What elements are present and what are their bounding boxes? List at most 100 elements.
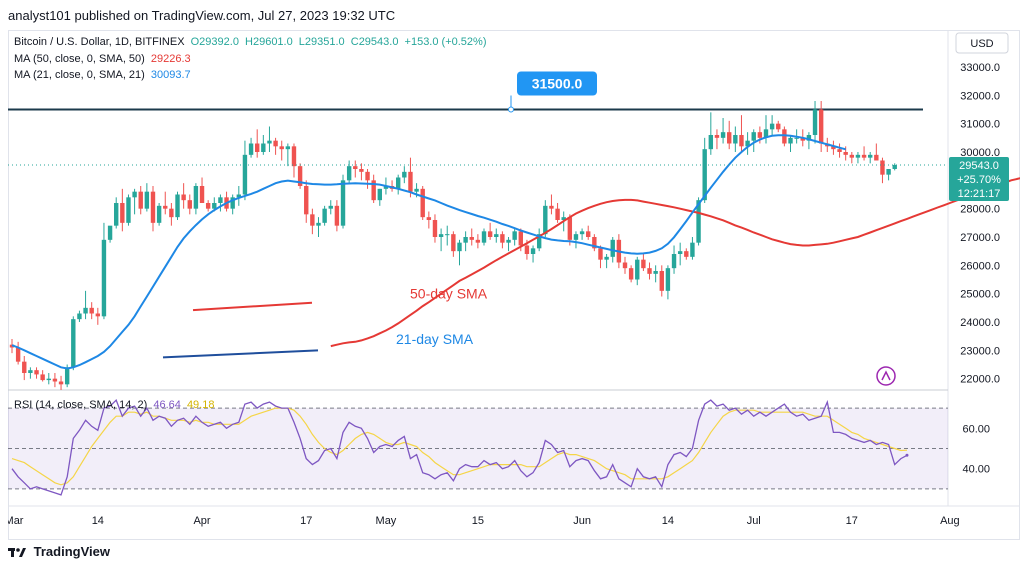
- ma21-annotation-line: [162, 349, 319, 359]
- candle-body: [64, 367, 70, 385]
- candle-body: [739, 135, 744, 147]
- candle-body: [310, 214, 315, 226]
- close-value: C29543.0: [350, 36, 399, 48]
- candle-body: [242, 154, 248, 195]
- candle-body: [230, 197, 235, 209]
- rsi-value: 46.64: [153, 399, 181, 411]
- candle-body: [573, 234, 579, 240]
- candle-body: [659, 271, 664, 291]
- candle-body: [40, 374, 45, 381]
- candle-body: [567, 217, 573, 240]
- candle-body: [727, 132, 732, 144]
- time-tick-label: May: [376, 515, 397, 527]
- candle-body: [371, 180, 376, 201]
- candle-body: [297, 166, 303, 186]
- candle-body: [156, 205, 162, 223]
- candle-body: [285, 146, 291, 150]
- time-tick-label: Jun: [573, 515, 591, 527]
- price-tick-label: 27000.0: [960, 232, 1000, 244]
- candle-body: [304, 186, 309, 215]
- candle-body: [457, 242, 462, 252]
- price-tag-countdown: 12:21:17: [958, 188, 1001, 200]
- time-tick-label: 17: [846, 515, 858, 527]
- candle-body: [83, 307, 88, 314]
- candle-body: [107, 225, 113, 240]
- candle-body: [15, 347, 21, 362]
- candle-body: [126, 197, 131, 223]
- candle-body: [892, 164, 897, 169]
- resistance-label: 31500.0: [532, 76, 583, 92]
- time-tick-label: Aug: [940, 515, 960, 527]
- candle-body: [696, 200, 701, 243]
- candle-body: [451, 234, 456, 252]
- price-tick-label: 30000.0: [960, 147, 1000, 159]
- candlestick-chart[interactable]: USD 22000.0 23000.0 24000.0 25000.0 26000.0 27…: [8, 30, 1020, 540]
- candle-body: [561, 217, 566, 220]
- price-tag-box: [949, 156, 1009, 201]
- candle-body: [708, 135, 714, 150]
- candle-body: [395, 177, 401, 189]
- candle-body: [506, 239, 511, 243]
- low-value: L29351.0: [298, 36, 345, 48]
- candle-body: [702, 149, 707, 201]
- candle-body: [144, 191, 150, 209]
- rsi-ma-value: 49.18: [186, 399, 215, 411]
- symbol-label: Bitcoin / U.S. Dollar, 1D, BITFINEX: [14, 36, 185, 48]
- publisher-header: analyst101 published on TradingView.com,…: [0, 0, 1024, 30]
- footer-brand: TradingView: [33, 544, 110, 560]
- ma21-legend: MA (21, close, 0, SMA, 21) 30093.7: [14, 68, 191, 82]
- candle-body: [518, 231, 523, 246]
- price-tick-label: 31000.0: [960, 119, 1000, 131]
- candle-body: [849, 154, 855, 158]
- resistance-label-box: [517, 71, 597, 96]
- candle-body: [831, 146, 836, 150]
- candle-body: [843, 152, 848, 155]
- candle-body: [769, 123, 775, 130]
- time-tick-label: 14: [92, 515, 104, 527]
- candle-body: [273, 140, 278, 147]
- price-tick-label: 22000.0: [960, 374, 1000, 386]
- candle-body: [868, 154, 873, 158]
- open-value: O29392.0: [190, 36, 239, 48]
- candle-body: [365, 171, 370, 181]
- candle-body: [720, 132, 726, 138]
- candle-body: [512, 231, 517, 240]
- candle-body: [193, 186, 199, 209]
- candle-body: [267, 140, 272, 144]
- tradingview-footer: TradingView: [8, 543, 110, 565]
- candle-body: [635, 259, 640, 280]
- candle-body: [322, 208, 327, 223]
- candle-body: [150, 191, 156, 223]
- ma21-label: MA (21, close, 0, SMA, 21): [14, 69, 145, 81]
- candle-body: [806, 135, 812, 141]
- candle-body: [549, 205, 554, 209]
- candle-body: [880, 160, 885, 175]
- resistance-anchor: [508, 106, 514, 113]
- candle-body: [812, 109, 818, 135]
- ma21-value: 30093.7: [150, 69, 191, 81]
- candle-body: [169, 208, 174, 218]
- candle-body: [205, 203, 211, 209]
- time-tick-label: 15: [472, 515, 484, 527]
- candle-body: [402, 171, 407, 178]
- candle-body: [745, 140, 750, 147]
- price-tag-price: 29543.0: [959, 160, 999, 172]
- candle-body: [218, 197, 223, 203]
- ma21-line: [11, 134, 846, 370]
- candle-body: [114, 203, 119, 226]
- candle-body: [684, 251, 689, 257]
- candle-body: [420, 188, 425, 218]
- candle-body: [77, 313, 82, 320]
- candle-body: [751, 132, 756, 141]
- candle-body: [592, 237, 597, 249]
- candle-body: [58, 381, 64, 385]
- currency-label: USD: [970, 38, 993, 50]
- candle-body: [187, 200, 192, 209]
- candle-body: [359, 169, 364, 172]
- rsi-last-point: [905, 453, 909, 457]
- rsi-line: [11, 398, 908, 496]
- candle-body: [494, 234, 499, 237]
- candle-body: [487, 231, 493, 237]
- candle-body: [481, 231, 487, 243]
